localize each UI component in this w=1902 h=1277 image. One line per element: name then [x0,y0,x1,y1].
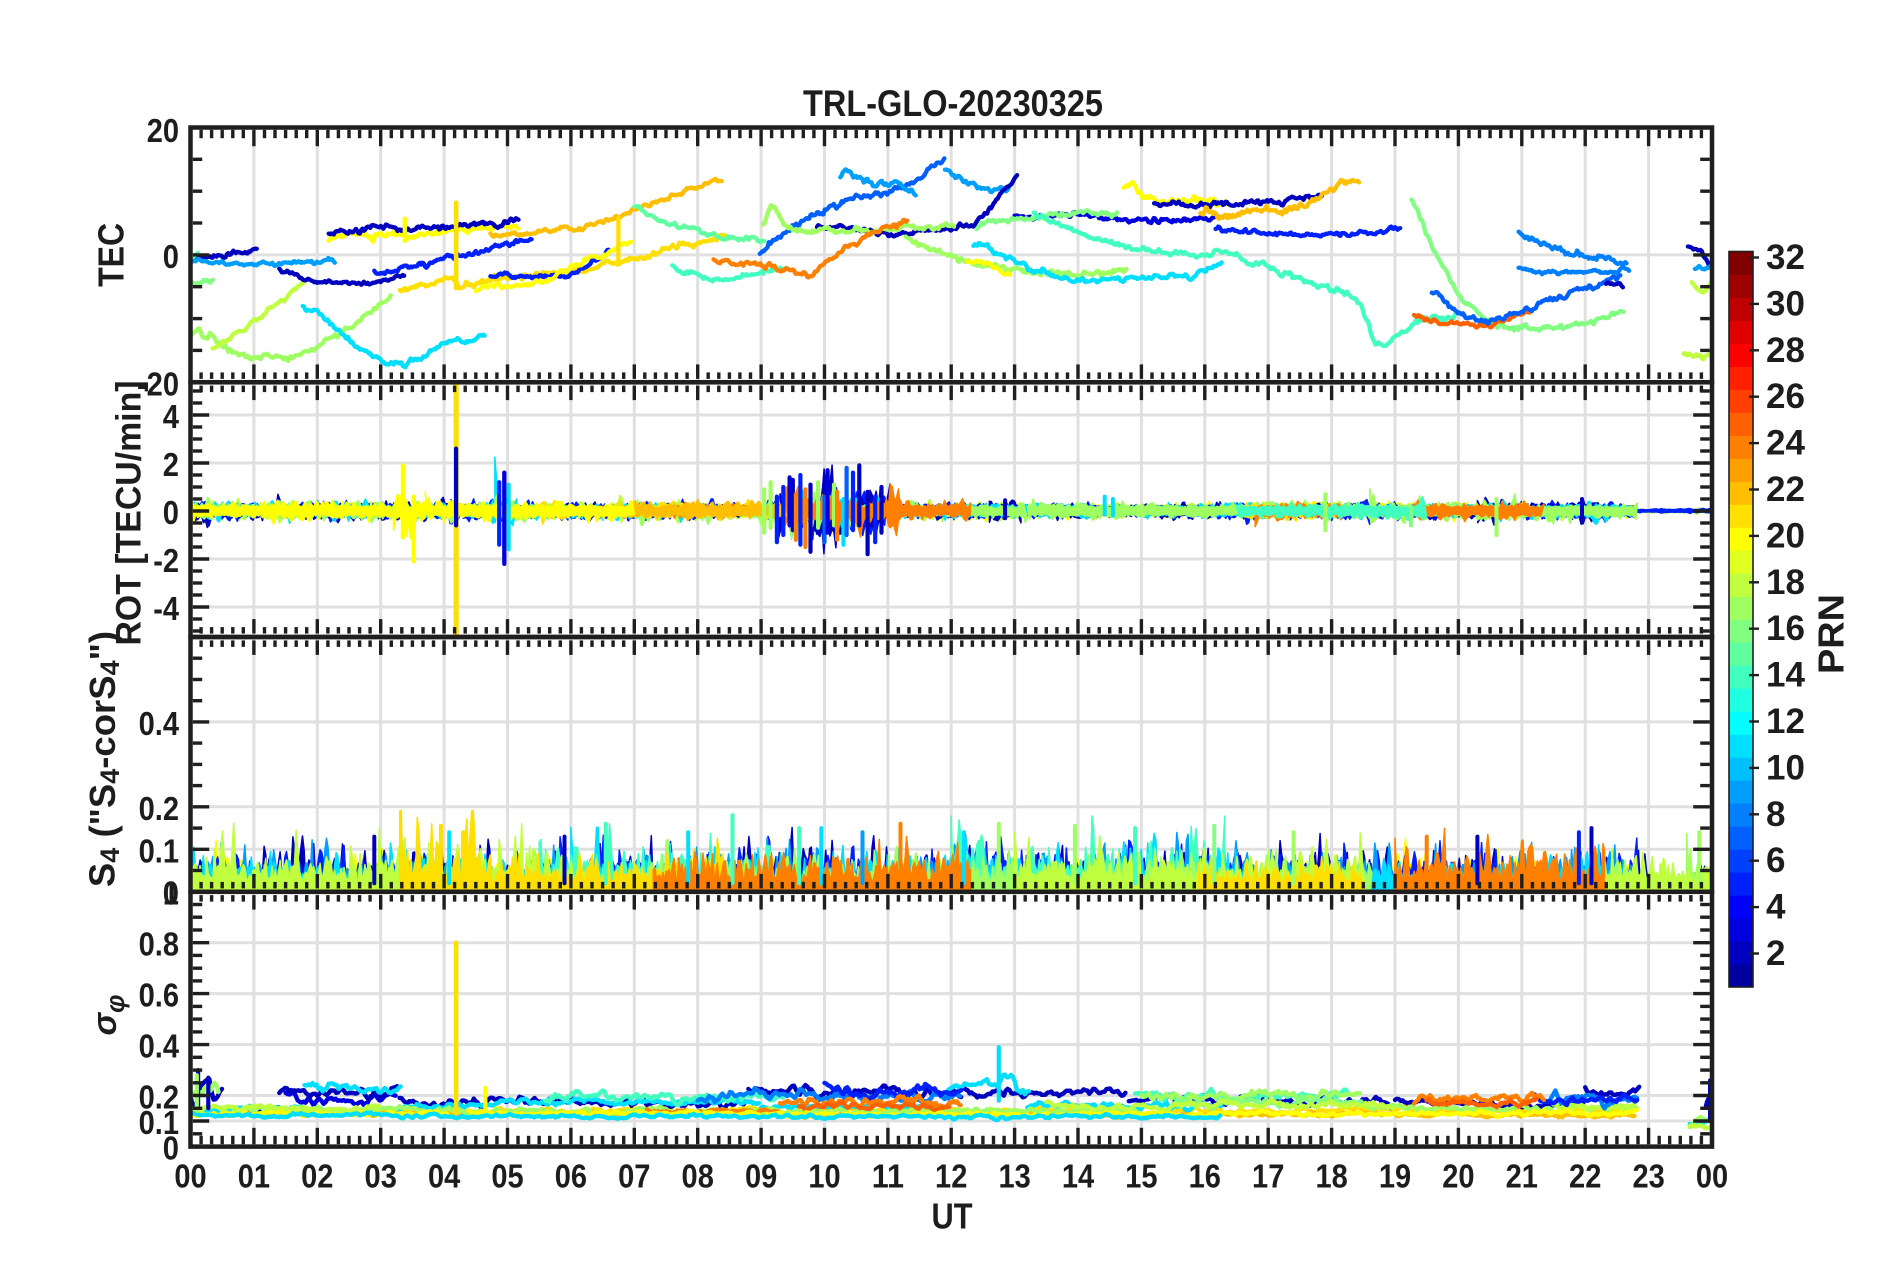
svg-text:0: 0 [163,238,179,275]
svg-text:20: 20 [1766,516,1805,555]
svg-text:17: 17 [1252,1158,1284,1195]
svg-text:2: 2 [1766,934,1785,973]
svg-text:TRL-GLO-20230325: TRL-GLO-20230325 [803,83,1103,124]
svg-text:6: 6 [1766,841,1785,880]
svg-text:14: 14 [1062,1158,1095,1195]
svg-text:24: 24 [1766,424,1805,463]
svg-text:14: 14 [1766,656,1805,695]
svg-text:13: 13 [998,1158,1030,1195]
svg-text:23: 23 [1632,1158,1664,1195]
svg-text:00: 00 [174,1158,206,1195]
svg-text:16: 16 [1766,609,1805,648]
svg-text:σφ: σφ [86,995,130,1036]
svg-text:UT: UT [932,1196,973,1237]
svg-text:32: 32 [1766,238,1805,277]
svg-text:01: 01 [238,1158,270,1195]
svg-text:07: 07 [618,1158,650,1195]
svg-text:0: 0 [163,875,179,912]
svg-text:28: 28 [1766,331,1805,370]
svg-text:10: 10 [808,1158,840,1195]
svg-text:06: 06 [555,1158,587,1195]
svg-text:02: 02 [301,1158,333,1195]
svg-text:20: 20 [147,112,179,149]
svg-text:22: 22 [1569,1158,1601,1195]
svg-text:12: 12 [935,1158,967,1195]
svg-text:22: 22 [1766,470,1805,509]
svg-text:-2: -2 [153,542,179,579]
svg-text:0.4: 0.4 [139,1028,180,1065]
svg-text:0: 0 [163,494,179,531]
svg-text:-4: -4 [153,590,179,627]
svg-text:0.2: 0.2 [139,790,179,827]
svg-text:0: 0 [163,1130,179,1167]
svg-text:11: 11 [872,1158,904,1195]
svg-text:-20: -20 [137,365,179,402]
svg-text:4: 4 [1766,888,1786,927]
svg-text:16: 16 [1189,1158,1221,1195]
svg-text:1: 1 [163,875,179,912]
svg-text:08: 08 [682,1158,714,1195]
svg-text:18: 18 [1315,1158,1347,1195]
svg-text:04: 04 [428,1158,461,1195]
svg-text:ROT [TECU/min]: ROT [TECU/min] [110,381,149,646]
svg-text:03: 03 [365,1158,397,1195]
svg-text:PRN: PRN [1811,594,1852,674]
svg-text:0.6: 0.6 [139,977,179,1014]
svg-text:26: 26 [1766,377,1805,416]
svg-text:0.8: 0.8 [139,926,179,963]
svg-text:15: 15 [1125,1158,1157,1195]
svg-text:20: 20 [1442,1158,1474,1195]
svg-text:0.4: 0.4 [139,705,180,742]
svg-text:4: 4 [163,398,180,435]
svg-text:30: 30 [1766,284,1805,323]
svg-text:0.1: 0.1 [139,1104,179,1141]
svg-text:00: 00 [1696,1158,1728,1195]
svg-text:2: 2 [163,446,179,483]
svg-text:18: 18 [1766,563,1805,602]
svg-text:21: 21 [1506,1158,1538,1195]
svg-text:12: 12 [1766,702,1805,741]
svg-text:19: 19 [1379,1158,1411,1195]
svg-text:0.1: 0.1 [139,832,179,869]
svg-text:0.2: 0.2 [139,1079,179,1116]
svg-text:10: 10 [1766,748,1805,787]
svg-text:TEC: TEC [91,223,132,287]
svg-text:8: 8 [1766,795,1785,834]
svg-text:09: 09 [745,1158,777,1195]
svg-text:05: 05 [491,1158,523,1195]
